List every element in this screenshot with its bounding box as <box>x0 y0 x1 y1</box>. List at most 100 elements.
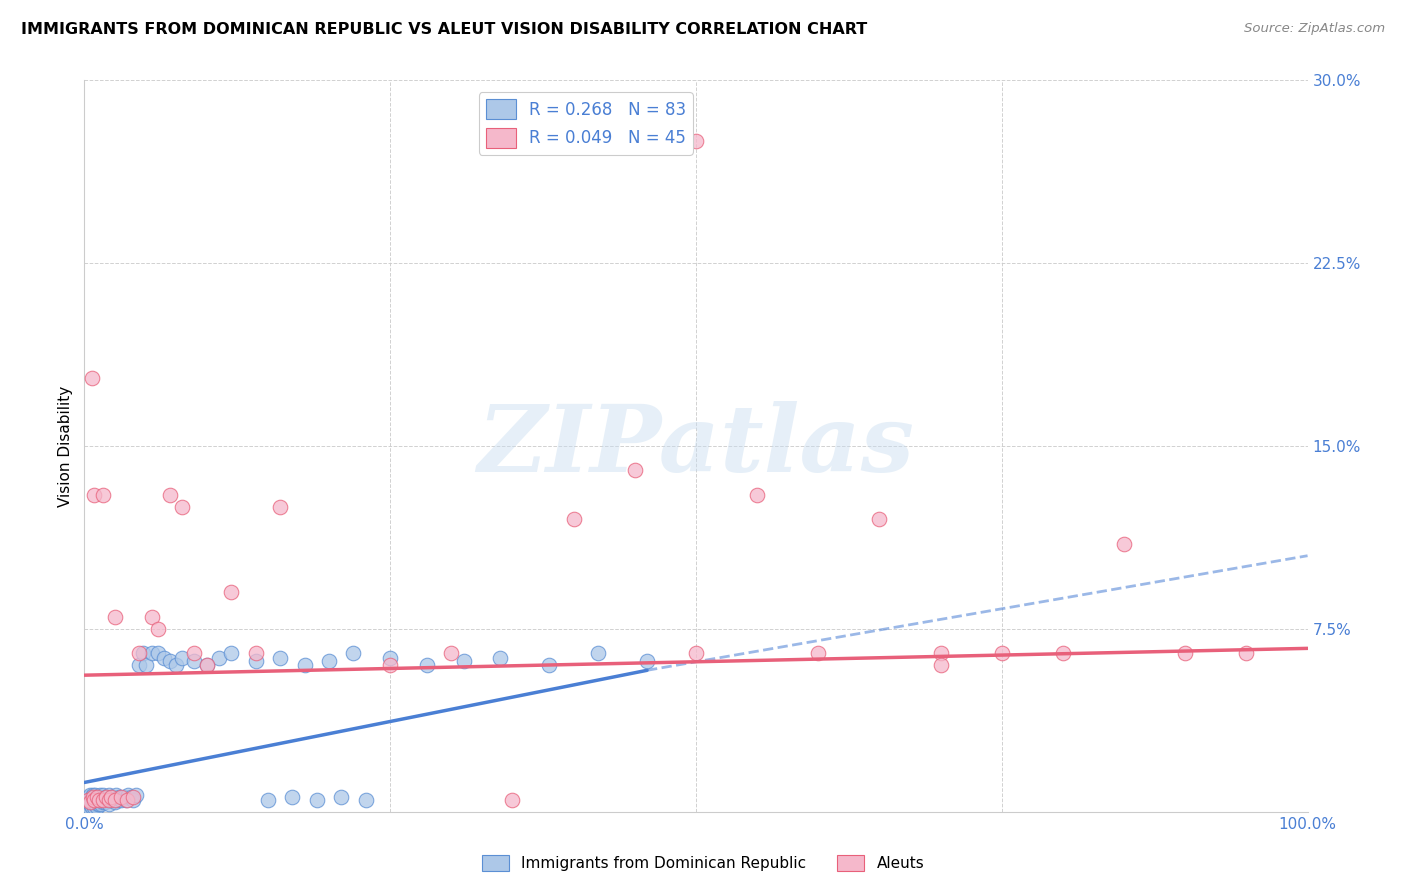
Point <box>305 792 328 806</box>
Point <box>83 790 105 805</box>
Point <box>122 790 145 805</box>
Point <box>807 646 830 660</box>
Point <box>104 792 127 806</box>
Point <box>77 792 100 806</box>
Point <box>747 488 769 502</box>
Point <box>87 792 110 806</box>
Point <box>122 792 145 806</box>
Point <box>91 488 114 502</box>
Point <box>120 790 142 805</box>
Point <box>90 797 112 812</box>
Point <box>125 788 148 802</box>
Point <box>86 790 108 805</box>
Point <box>101 792 124 806</box>
Point <box>354 792 377 806</box>
Point <box>586 646 609 660</box>
Point <box>105 788 128 802</box>
Point <box>76 800 98 814</box>
Point <box>294 658 316 673</box>
Point <box>929 658 952 673</box>
Point <box>96 790 118 805</box>
Point <box>380 658 402 673</box>
Point <box>77 792 100 806</box>
Point <box>141 646 163 660</box>
Point <box>1236 646 1258 660</box>
Point <box>105 792 128 806</box>
Point <box>269 500 291 514</box>
Point <box>219 646 242 660</box>
Point <box>84 792 107 806</box>
Point <box>538 658 561 673</box>
Point <box>117 788 139 802</box>
Point <box>97 797 120 812</box>
Point <box>991 646 1014 660</box>
Point <box>929 646 952 660</box>
Point <box>128 658 150 673</box>
Point <box>104 609 127 624</box>
Point <box>82 792 104 806</box>
Text: IMMIGRANTS FROM DOMINICAN REPUBLIC VS ALEUT VISION DISABILITY CORRELATION CHART: IMMIGRANTS FROM DOMINICAN REPUBLIC VS AL… <box>21 22 868 37</box>
Point <box>159 488 181 502</box>
Text: ZIPatlas: ZIPatlas <box>478 401 914 491</box>
Point <box>281 790 304 805</box>
Point <box>100 790 122 805</box>
Point <box>110 790 132 805</box>
Point <box>79 795 101 809</box>
Point <box>82 797 104 812</box>
Legend: R = 0.268   N = 83, R = 0.049   N = 45: R = 0.268 N = 83, R = 0.049 N = 45 <box>479 92 693 154</box>
Point <box>97 792 120 806</box>
Point <box>83 800 105 814</box>
Point <box>80 790 103 805</box>
Point <box>172 651 194 665</box>
Point <box>195 658 218 673</box>
Legend: Immigrants from Dominican Republic, Aleuts: Immigrants from Dominican Republic, Aleu… <box>475 849 931 877</box>
Point <box>97 792 120 806</box>
Point <box>83 488 105 502</box>
Point <box>153 651 176 665</box>
Y-axis label: Vision Disability: Vision Disability <box>58 385 73 507</box>
Point <box>115 792 138 806</box>
Point <box>172 500 194 514</box>
Point <box>100 790 122 805</box>
Point <box>380 651 402 665</box>
Point <box>1174 646 1197 660</box>
Point <box>86 800 108 814</box>
Point <box>104 795 127 809</box>
Point <box>318 654 340 668</box>
Point <box>183 646 205 660</box>
Point <box>636 654 658 668</box>
Point <box>685 646 707 660</box>
Point <box>685 134 707 148</box>
Point <box>624 463 647 477</box>
Point <box>208 651 231 665</box>
Point <box>245 654 267 668</box>
Point <box>84 797 107 812</box>
Text: Source: ZipAtlas.com: Source: ZipAtlas.com <box>1244 22 1385 36</box>
Point <box>342 646 364 660</box>
Point <box>91 792 114 806</box>
Point <box>90 790 112 805</box>
Point <box>77 790 100 805</box>
Point <box>219 585 242 599</box>
Point <box>257 792 280 806</box>
Point <box>165 658 187 673</box>
Point <box>110 792 132 806</box>
Point <box>77 797 100 812</box>
Point <box>89 795 111 809</box>
Point <box>330 790 353 805</box>
Point <box>245 646 267 660</box>
Point <box>91 795 114 809</box>
Point <box>80 800 103 814</box>
Point <box>86 795 108 809</box>
Point <box>80 795 103 809</box>
Point <box>115 792 138 806</box>
Point <box>87 792 110 806</box>
Point <box>79 797 101 812</box>
Point <box>107 790 129 805</box>
Point <box>502 792 524 806</box>
Point <box>87 797 110 812</box>
Point <box>562 512 585 526</box>
Point <box>128 646 150 660</box>
Point <box>80 370 103 384</box>
Point <box>453 654 475 668</box>
